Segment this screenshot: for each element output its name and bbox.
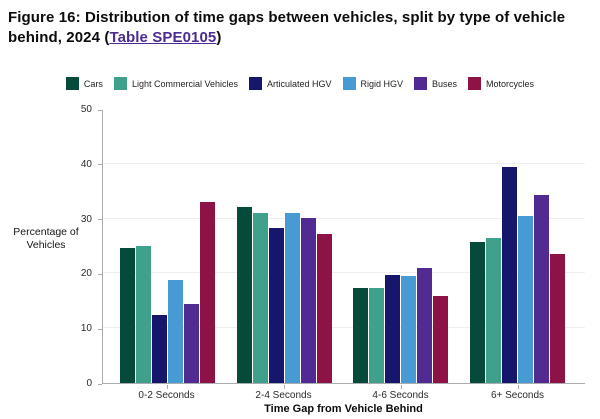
table-spe0105-link[interactable]: Table SPE0105: [109, 28, 217, 46]
bar-group: [236, 110, 332, 383]
bar-motorcycles: [549, 254, 565, 383]
y-tick-mark: [98, 219, 102, 221]
bar-buses: [184, 303, 199, 383]
bar-cars: [353, 287, 369, 383]
legend-item-label: Light Commercial Vehicles: [131, 78, 238, 89]
figure-title-suffix: ): [216, 28, 222, 46]
bar-articulated-hgv: [501, 167, 517, 383]
y-tick-label: 0: [86, 378, 92, 390]
y-tick-label: 40: [80, 158, 92, 170]
bar-motorcycles: [316, 233, 332, 383]
y-tick-label: 50: [80, 104, 92, 116]
legend-item: Light Commercial Vehicles: [113, 77, 238, 91]
y-tick-mark: [98, 383, 102, 385]
x-label-cell: 2-4 Seconds: [236, 384, 331, 401]
y-tick-label: 20: [80, 268, 92, 280]
bar-light-commercial-vehicles: [369, 288, 385, 383]
x-label-cell: 4-6 Seconds: [353, 384, 448, 401]
x-label-cell: 0-2 Seconds: [119, 384, 214, 401]
x-axis-labels: 0-2 Seconds 2-4 Seconds 4-6 Seconds 6+ Seco…: [102, 384, 585, 401]
gridline: [103, 327, 585, 328]
bar-articulated-hgv: [385, 275, 401, 383]
legend-swatch-icon: [248, 77, 262, 91]
y-tick-label: 30: [80, 213, 92, 225]
legend-item: Motorcycles: [468, 77, 535, 91]
gridline: [103, 217, 585, 219]
legend-item: Buses: [414, 77, 458, 91]
bar-group: [353, 110, 449, 383]
legend-swatch-icon: [468, 77, 482, 91]
legend-item: Cars: [65, 77, 103, 91]
bar-motorcycles: [200, 202, 215, 383]
x-tick-mark: [517, 384, 519, 389]
x-tick-label: 6+ Seconds: [490, 389, 545, 401]
bar-rigid-hgv: [401, 275, 417, 383]
bar-light-commercial-vehicles: [252, 212, 268, 383]
chart: Percentage of Vehicles 0-2 Seconds 2-4 Se…: [0, 102, 600, 419]
x-label-cell: 6+ Seconds: [470, 384, 565, 401]
y-tick-mark: [98, 328, 102, 330]
y-tick-label: 10: [80, 323, 92, 335]
bars-layer: [103, 110, 585, 383]
legend: Cars Light Commercial Vehicles Articulated…: [0, 77, 600, 91]
bar-group: [120, 110, 215, 383]
figure-title-text: Figure 16: Distribution of time gaps bet…: [8, 9, 566, 46]
x-tick-label: 2-4 Seconds: [255, 389, 312, 401]
bar-motorcycles: [433, 296, 449, 383]
legend-swatch-icon: [113, 77, 127, 91]
gridline: [103, 163, 585, 165]
legend-item: Rigid HGV: [342, 77, 404, 91]
bar-rigid-hgv: [517, 216, 533, 383]
figure-title: Figure 16: Distribution of time gaps bet…: [8, 8, 590, 48]
legend-item-label: Articulated HGV: [266, 78, 332, 89]
bar-rigid-hgv: [284, 213, 300, 383]
bar-buses: [533, 195, 549, 383]
x-tick-mark: [400, 384, 402, 389]
y-tick-mark: [98, 164, 102, 166]
plot-area: [102, 109, 585, 384]
bar-rigid-hgv: [168, 279, 183, 383]
x-tick-label: 4-6 Seconds: [372, 389, 429, 401]
x-tick-mark: [166, 384, 168, 389]
legend-item-label: Buses: [432, 78, 458, 89]
x-axis-title: Time Gap from Vehicle Behind: [264, 402, 423, 415]
bar-cars: [469, 242, 485, 383]
bar-articulated-hgv: [152, 314, 167, 383]
bar-group: [469, 110, 565, 383]
legend-item-label: Cars: [83, 78, 103, 89]
legend-swatch-icon: [342, 77, 356, 91]
legend-item: Articulated HGV: [248, 77, 332, 91]
bar-light-commercial-vehicles: [136, 246, 151, 383]
legend-swatch-icon: [414, 77, 428, 91]
gridline: [103, 272, 585, 274]
legend-item-label: Rigid HGV: [360, 78, 404, 89]
bar-light-commercial-vehicles: [485, 238, 501, 383]
bar-cars: [236, 207, 252, 383]
y-axis-title: Percentage of Vehicles: [13, 225, 79, 251]
bar-buses: [300, 217, 316, 383]
y-tick-mark: [98, 109, 102, 111]
x-tick-label: 0-2 Seconds: [138, 389, 195, 401]
bar-articulated-hgv: [268, 228, 284, 383]
bar-buses: [417, 268, 433, 383]
legend-swatch-icon: [65, 77, 79, 91]
bar-cars: [120, 248, 135, 383]
x-tick-mark: [283, 384, 285, 389]
legend-item-label: Motorcycles: [486, 78, 535, 89]
y-tick-mark: [98, 273, 102, 275]
